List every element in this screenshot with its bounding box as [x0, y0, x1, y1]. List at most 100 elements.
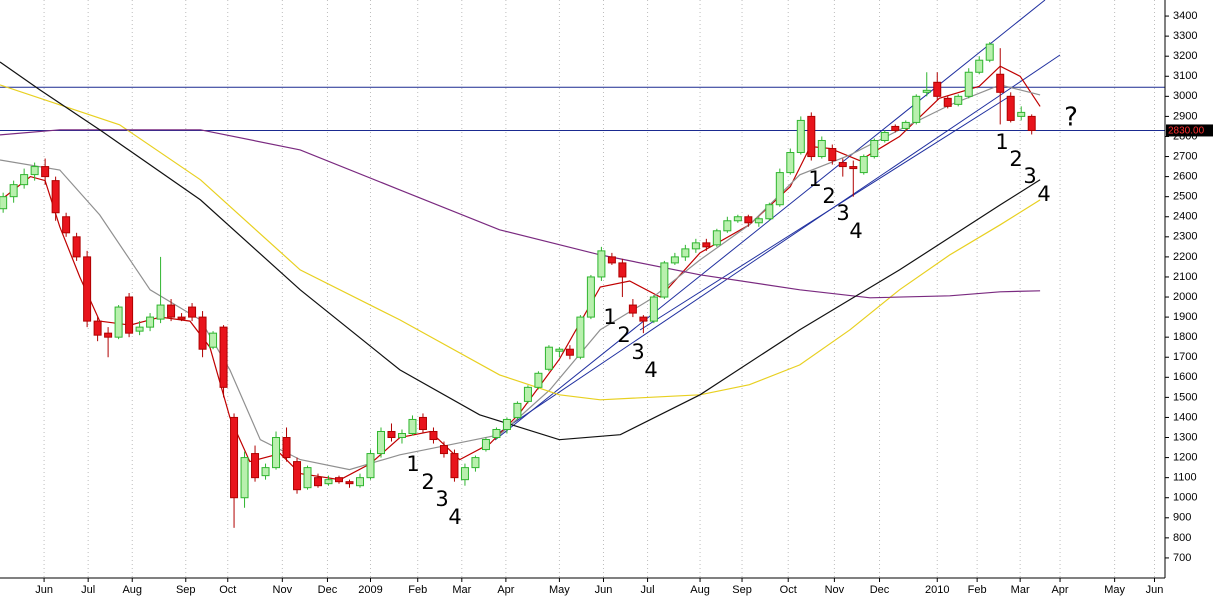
candle-body: [83, 256, 92, 322]
y-tick-label: 1600: [1173, 371, 1197, 383]
candle-body: [355, 477, 364, 487]
candle-body: [754, 218, 763, 224]
price-label: 2830.00: [1168, 126, 1205, 137]
candle-body: [712, 230, 721, 246]
x-tick-label: Jul: [641, 584, 655, 596]
annotation: 3: [1023, 164, 1036, 188]
y-tick-label: 1800: [1173, 331, 1197, 343]
y-tick-label: 2400: [1173, 211, 1197, 223]
y-tick-label: 1000: [1173, 492, 1197, 504]
candle-body: [146, 316, 155, 328]
candle-body: [272, 437, 281, 469]
candle-body: [387, 430, 396, 439]
y-tick-label: 1400: [1173, 411, 1197, 423]
x-tick-label: May: [1104, 584, 1125, 596]
annotation: 4: [1037, 182, 1050, 206]
trend-line: [494, 0, 1046, 441]
y-tick-label: 900: [1173, 512, 1191, 524]
candle-body: [167, 304, 176, 318]
candle-body: [335, 477, 344, 483]
candle-body: [733, 216, 742, 222]
candle-body: [261, 467, 270, 477]
candle-body: [723, 220, 732, 232]
y-tick-label: 1300: [1173, 431, 1197, 443]
candle-body: [502, 418, 511, 430]
candle-body: [985, 43, 994, 61]
candle-body: [188, 306, 197, 318]
candle-body: [786, 152, 795, 174]
candle-body: [544, 346, 553, 370]
x-tick-label: Jun: [35, 584, 53, 596]
candle-body: [1027, 115, 1036, 131]
trend-line: [499, 54, 1061, 433]
candle-body: [565, 348, 574, 356]
annotation: 1: [808, 167, 821, 191]
annotation: 4: [448, 505, 461, 529]
x-tick-label: Mar: [452, 584, 471, 596]
candle-body: [1006, 95, 1015, 121]
candle-body: [691, 242, 700, 250]
candle-body: [933, 81, 942, 97]
candle-body: [450, 453, 459, 479]
y-tick-label: 2300: [1173, 231, 1197, 243]
y-tick-label: 700: [1173, 552, 1191, 564]
annotation: 4: [849, 219, 862, 243]
candle-body: [880, 131, 889, 141]
candle-body: [460, 467, 469, 481]
candle-body: [282, 437, 291, 459]
candle-body: [219, 326, 228, 388]
x-tick-label: Apr: [497, 584, 514, 596]
candle-body: [303, 467, 312, 489]
moving-average: [0, 61, 1041, 441]
candle-body: [51, 180, 60, 214]
candle-body: [114, 306, 123, 338]
candle-body: [996, 73, 1005, 93]
y-tick-label: 800: [1173, 532, 1191, 544]
candle-body: [775, 172, 784, 206]
annotation: 2: [822, 184, 835, 208]
y-tick-label: 2900: [1173, 110, 1197, 122]
candle-body: [0, 196, 8, 210]
x-tick-label: Nov: [825, 584, 845, 596]
candle-body: [429, 430, 438, 441]
candle-body: [670, 256, 679, 264]
x-tick-label: 2009: [358, 584, 382, 596]
candle-body: [943, 97, 952, 107]
candle-body: [209, 332, 218, 348]
y-tick-label: 2700: [1173, 150, 1197, 162]
y-tick-label: 2100: [1173, 271, 1197, 283]
y-tick-label: 3100: [1173, 70, 1197, 82]
y-tick-label: 1700: [1173, 351, 1197, 363]
candle-body: [597, 250, 606, 278]
candle-body: [796, 119, 805, 154]
candle-body: [135, 326, 144, 332]
candle-body: [366, 453, 375, 479]
x-tick-label: Jul: [81, 584, 95, 596]
candle-body: [93, 320, 102, 336]
candle-body: [817, 139, 826, 158]
annotation: 3: [435, 487, 448, 511]
y-tick-label: 1200: [1173, 451, 1197, 463]
candle-body: [41, 166, 50, 178]
candle-body: [198, 316, 207, 350]
candle-body: [849, 166, 858, 170]
y-tick-label: 1500: [1173, 391, 1197, 403]
candle-body: [891, 125, 900, 131]
candle-body: [481, 439, 490, 451]
y-tick-label: 3400: [1173, 10, 1197, 22]
y-tick-label: 2500: [1173, 191, 1197, 203]
candle-body: [418, 416, 427, 430]
x-tick-label: Mar: [1011, 584, 1030, 596]
x-tick-label: Sep: [732, 584, 752, 596]
x-tick-label: Aug: [690, 584, 710, 596]
candle-body: [439, 445, 448, 455]
candle-body: [293, 461, 302, 491]
candle-body: [324, 479, 333, 485]
candle-body: [523, 386, 532, 402]
candle-body: [251, 453, 260, 479]
candle-body: [125, 296, 134, 334]
candle-body: [681, 248, 690, 258]
